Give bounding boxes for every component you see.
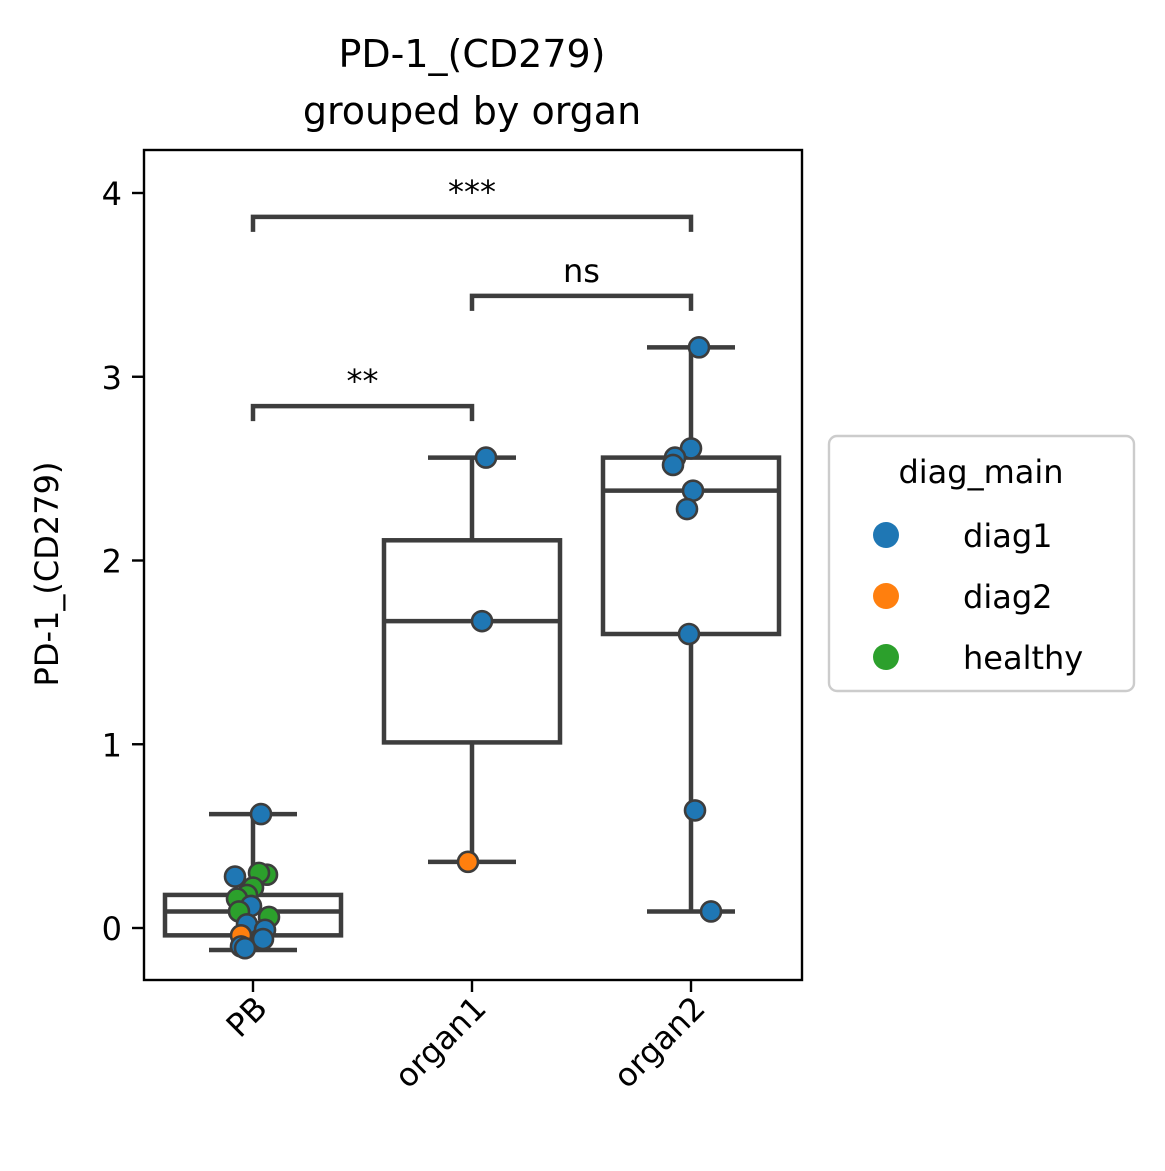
annotation-label: ns <box>563 252 600 290</box>
y-tick-label: 0 <box>102 910 122 948</box>
x-tick-label: organ2 <box>606 989 713 1096</box>
data-point <box>699 900 723 923</box>
annotation-bracket: *** <box>250 173 694 232</box>
annotation-bracket: ** <box>250 362 475 422</box>
bracket-line <box>250 403 475 422</box>
annotation-bracket: ns <box>469 252 694 311</box>
chart-title: PD-1_(CD279) grouped by organ <box>303 32 641 133</box>
data-point <box>251 927 275 951</box>
iqr-box <box>381 538 563 745</box>
annotation-label: ** <box>347 362 379 400</box>
points-group <box>223 336 723 960</box>
annotation-label: *** <box>448 173 496 211</box>
chart-title-line-2: grouped by organ <box>303 89 641 133</box>
y-tick-label: 4 <box>102 175 122 213</box>
significance-annotations: ** ns *** <box>250 173 694 422</box>
data-point <box>687 336 711 359</box>
data-point <box>474 446 498 469</box>
chart-title-line-1: PD-1_(CD279) <box>338 32 605 76</box>
legend-label-diag1: diag1 <box>963 517 1052 555</box>
data-point <box>249 802 273 826</box>
legend-box <box>827 434 1136 693</box>
legend-marker-diag1 <box>873 522 899 548</box>
x-tick-label: organ1 <box>387 989 494 1096</box>
legend-marker-diag2 <box>873 583 899 609</box>
data-point <box>677 622 701 646</box>
box-organ1 <box>381 455 563 865</box>
data-point <box>223 865 247 888</box>
y-tick-label: 3 <box>102 359 122 397</box>
data-point <box>456 850 480 874</box>
legend-label-healthy: healthy <box>963 639 1083 677</box>
y-tick-label: 2 <box>102 543 122 581</box>
data-point <box>681 479 705 502</box>
data-point <box>470 609 494 633</box>
data-point <box>233 936 257 960</box>
data-point <box>675 497 699 521</box>
bracket-line <box>250 214 694 232</box>
iqr-box <box>600 455 782 637</box>
legend-label-diag2: diag2 <box>963 578 1052 616</box>
y-tick-label: 1 <box>102 726 122 764</box>
legend-title: diag_main <box>898 453 1063 491</box>
legend-marker-healthy <box>873 644 899 670</box>
x-tick-label: PB <box>219 989 275 1045</box>
box-organ2 <box>600 345 782 914</box>
data-point <box>661 453 685 477</box>
data-point <box>683 799 707 822</box>
y-axis-label: PD-1_(CD279) <box>28 462 66 687</box>
legend: diag_main diag1 diag2 healthy <box>827 434 1136 693</box>
bracket-line <box>469 293 694 311</box>
